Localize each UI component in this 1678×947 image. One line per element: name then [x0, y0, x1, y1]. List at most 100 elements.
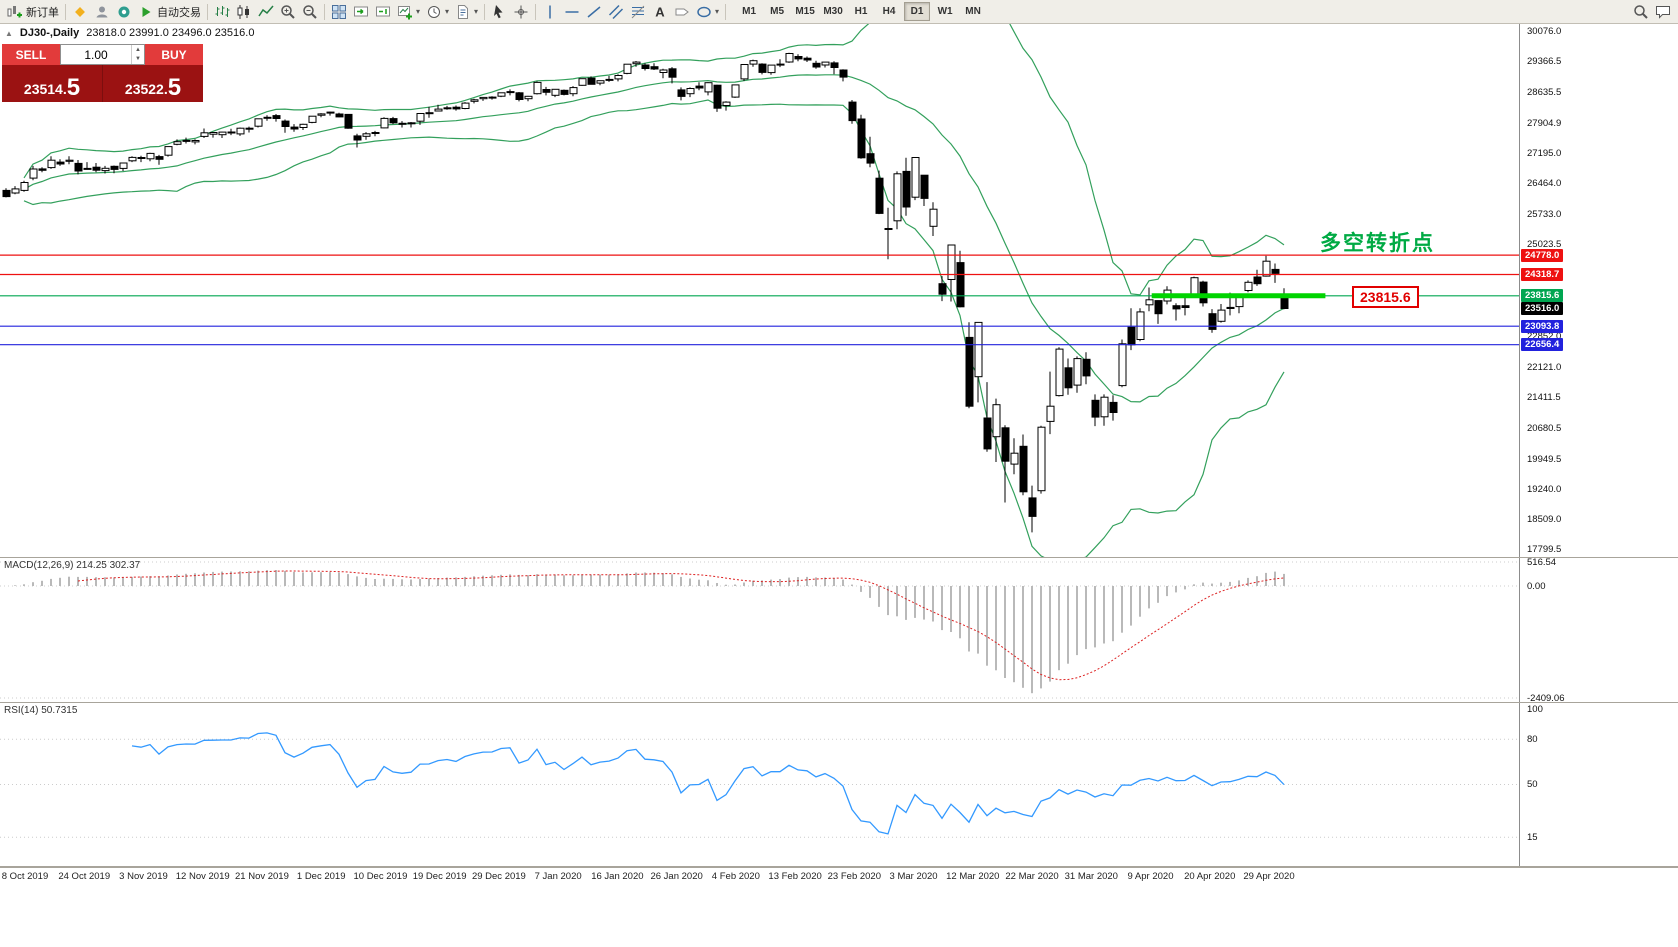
price-axis-label: 26464.0 — [1527, 178, 1562, 190]
date-label: 9 Apr 2020 — [1127, 871, 1174, 882]
timeframe-group: M1 M5 M15 M30 H1 H4 D1 W1 MN — [735, 2, 987, 21]
autotrade-button[interactable]: 自动交易 — [135, 2, 204, 22]
date-label: 12 Mar 2020 — [946, 871, 1000, 882]
timeframe-m1-button[interactable]: M1 — [742, 6, 757, 17]
horizontal-level-lines[interactable] — [0, 254, 1519, 346]
price-axis[interactable]: 30076.0 29366.5 28635.5 27904.9 27195.0 26464… — [1519, 24, 1678, 557]
date-label: 24 Oct 2019 — [58, 871, 111, 882]
fibonacci-button[interactable] — [627, 2, 649, 22]
search-button[interactable] — [1630, 2, 1652, 22]
macd-signal-line — [77, 570, 1285, 681]
macd-histogram — [14, 570, 1285, 694]
toolbar: 新订单 自动交易 ▾ ▾ ▾ A ▾ M1 M5 — [0, 0, 1678, 24]
cursor-button[interactable] — [488, 2, 510, 22]
price-flag: 23093.8 — [1521, 319, 1564, 333]
horizontal-line-button[interactable] — [561, 2, 583, 22]
zoom-in-button[interactable] — [277, 2, 299, 22]
price-axis-label: 17799.5 — [1527, 544, 1562, 556]
timeframe-h4-button[interactable]: H4 — [882, 6, 896, 17]
label-tool-button[interactable] — [671, 2, 693, 22]
periods-button[interactable]: ▾ — [423, 2, 452, 22]
rsi-axis[interactable]: 100 80 50 15 — [1519, 703, 1678, 866]
price-flag: 23516.0 — [1521, 301, 1564, 315]
auto-scroll-icon — [354, 6, 368, 16]
trendline-button[interactable] — [583, 2, 605, 22]
macd-axis[interactable]: 516.54 0.00 -2409.06 — [1519, 557, 1678, 704]
candlestick-chart-button[interactable] — [233, 2, 255, 22]
line-chart-button[interactable] — [255, 2, 277, 22]
timeframe-h1-button[interactable]: H1 — [854, 6, 868, 17]
autotrade-label: 自动交易 — [157, 6, 201, 19]
price-axis-label: 20680.5 — [1527, 422, 1562, 434]
dropdown-caret-icon: ▾ — [416, 7, 421, 16]
timeframe-d1-button[interactable]: D1 — [904, 2, 931, 21]
price-axis-label: 22121.0 — [1527, 361, 1562, 373]
rsi-axis-label: 100 — [1527, 703, 1543, 715]
date-label: 19 Dec 2019 — [412, 871, 467, 882]
price-flag: 22656.4 — [1521, 338, 1564, 352]
chat-button[interactable] — [1652, 2, 1674, 22]
chat-icon — [1656, 5, 1670, 19]
price-axis-label: 19949.5 — [1527, 453, 1562, 465]
macd-plot[interactable] — [0, 558, 1519, 702]
text-tool-icon: A — [655, 4, 665, 19]
price-axis-label: 18509.0 — [1527, 514, 1562, 526]
mql5-button[interactable] — [69, 2, 91, 22]
macd-label: MACD(12,26,9) 214.25 302.37 — [4, 560, 141, 571]
macd-axis-label: -2409.06 — [1527, 692, 1565, 704]
timeframe-m5-button[interactable]: M5 — [770, 6, 785, 17]
new-chart-icon — [398, 5, 412, 19]
timeframe-w1-button[interactable]: W1 — [937, 6, 953, 17]
time-axis[interactable]: 8 Oct 2019 24 Oct 2019 3 Nov 2019 12 Nov 20… — [0, 867, 1678, 885]
date-label: 3 Mar 2020 — [889, 871, 938, 882]
horizontal-line-icon — [565, 10, 579, 13]
channel-button[interactable] — [605, 2, 627, 22]
timeframe-mn-button[interactable]: MN — [965, 6, 981, 17]
main-chart-plot[interactable] — [0, 24, 1519, 557]
templates-button[interactable]: ▾ — [452, 2, 481, 22]
one-click-trading-panel: SELL ▲ ▼ BUY 23514.5 23522.5 — [2, 44, 203, 102]
crosshair-button[interactable] — [510, 2, 532, 22]
text-tool-button[interactable]: A — [649, 2, 671, 22]
tile-windows-button[interactable] — [328, 2, 350, 22]
bid-ask-prices: 23514. 5 23522. 5 — [2, 65, 203, 102]
panel-separator[interactable] — [0, 866, 1678, 867]
chart-title: ▲ DJ30-,Daily 23818.0 23991.0 23496.0 23… — [5, 27, 254, 39]
zoom-out-button[interactable] — [299, 2, 321, 22]
sell-price: 23514. 5 — [23, 74, 81, 101]
vertical-line-button[interactable] — [539, 2, 561, 22]
tile-windows-icon — [332, 4, 346, 19]
price-axis-label: 22852.0 — [1527, 330, 1562, 342]
auto-scroll-button[interactable] — [350, 2, 372, 22]
bollinger-bands — [23, 24, 1285, 557]
bar-chart-button[interactable] — [211, 2, 233, 22]
price-axis-label: 30076.0 — [1527, 25, 1562, 37]
toolbar-separator — [207, 3, 208, 20]
turning-point-annotation[interactable]: 多空转折点 — [1320, 232, 1435, 256]
buy-button[interactable]: BUY — [145, 44, 203, 65]
timeframe-m30-button[interactable]: M30 — [823, 6, 843, 17]
date-label: 1 Dec 2019 — [296, 871, 346, 882]
level-price-annotation[interactable]: 23815.6 — [1352, 285, 1419, 308]
macd-axis-label: 0.00 — [1527, 580, 1546, 592]
volume-up-button[interactable]: ▲ — [135, 46, 141, 53]
label-tool-icon — [675, 8, 689, 15]
panel-separator[interactable] — [0, 702, 1678, 703]
vertical-line-icon — [549, 5, 551, 18]
new-order-button[interactable]: 新订单 — [4, 2, 62, 22]
shapes-button[interactable]: ▾ — [693, 2, 722, 22]
price-flag: 23815.6 — [1521, 289, 1564, 303]
rsi-line — [131, 732, 1285, 835]
sell-button[interactable]: SELL — [2, 44, 60, 65]
one-click-collapse-button[interactable]: ▲ — [5, 28, 13, 38]
chart-shift-button[interactable] — [372, 2, 394, 22]
new-chart-button[interactable]: ▾ — [394, 2, 423, 22]
profile-button[interactable] — [91, 2, 113, 22]
volume-down-button[interactable]: ▼ — [135, 56, 141, 63]
panel-separator[interactable] — [0, 557, 1678, 558]
timeframe-m15-button[interactable]: M15 — [795, 6, 815, 17]
volume-input[interactable] — [61, 45, 131, 64]
date-label: 10 Dec 2019 — [353, 871, 408, 882]
rsi-plot[interactable] — [0, 703, 1519, 866]
community-button[interactable] — [113, 2, 135, 22]
